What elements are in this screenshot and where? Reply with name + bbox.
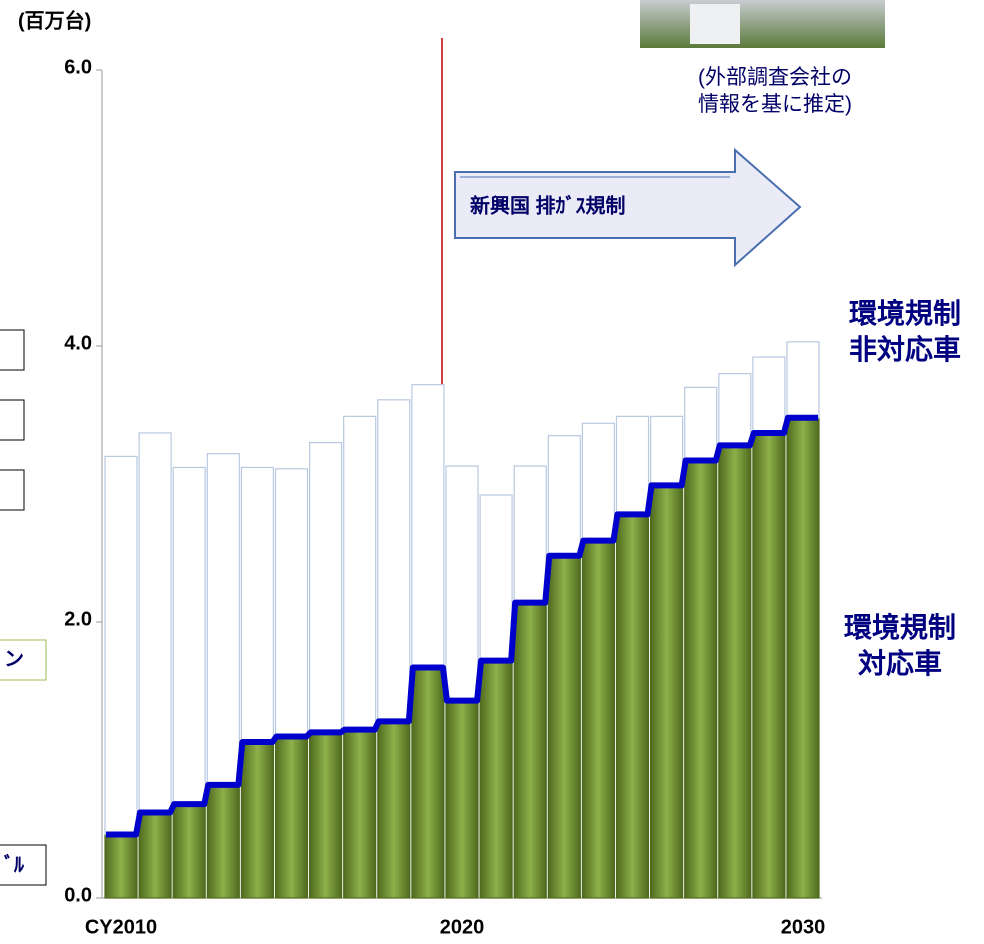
- bar-segment: [547, 555, 581, 899]
- bar-segment: [479, 494, 513, 662]
- bar-segment: [138, 811, 172, 899]
- bar-segment: [411, 384, 445, 669]
- bar-segment: [274, 468, 309, 738]
- bar-segment: [513, 602, 547, 899]
- bar-segment: [581, 539, 616, 899]
- y-tick-label: 2.0: [64, 608, 92, 630]
- bar-segment: [649, 415, 684, 486]
- bar-segment: [411, 666, 445, 899]
- x-tick-label: CY2010: [85, 916, 157, 938]
- bar-segment: [206, 453, 240, 786]
- x-tick-label: 2020: [440, 916, 485, 938]
- bar-segment: [786, 417, 820, 899]
- legend-fragment-box: [0, 469, 25, 511]
- bar-segment: [104, 833, 138, 899]
- bar-segment: [343, 415, 377, 731]
- bar-segment: [138, 432, 172, 814]
- bar-segment: [377, 720, 411, 899]
- bar-segment: [547, 435, 581, 557]
- legend-label: 環境規制 非対応車: [848, 298, 961, 365]
- bar-segment: [445, 700, 479, 899]
- bar-segment: [240, 466, 274, 743]
- bar-segment: [274, 735, 309, 899]
- legend-fragment: ﾞﾙ: [3, 852, 25, 876]
- y-tick-label: 6.0: [64, 56, 92, 78]
- bar-segment: [309, 442, 343, 733]
- bar-segment: [684, 386, 718, 462]
- bar-segment: [718, 373, 752, 446]
- bar-segment: [581, 422, 616, 542]
- truck-photo: [640, 0, 885, 48]
- bar-segment: [786, 341, 820, 419]
- legend-fragment: ン: [4, 648, 24, 670]
- x-tick-label: 2030: [781, 916, 826, 938]
- bar-segment: [479, 660, 513, 899]
- bar-segment: [649, 484, 684, 899]
- arrow: [454, 147, 802, 268]
- bar-segment: [513, 465, 547, 604]
- bar-segment: [172, 803, 206, 899]
- legend-fragment-box: [0, 329, 25, 371]
- y-tick-label: 4.0: [64, 332, 92, 354]
- bar-segment: [752, 356, 786, 434]
- bar-segment: [172, 466, 206, 805]
- legend-fragment-box: [0, 639, 47, 681]
- legend-fragment-box: [0, 399, 25, 441]
- source-note: (外部調査会社の 情報を基に推定): [698, 66, 852, 116]
- bar-segment: [240, 741, 274, 899]
- step-line: [105, 414, 819, 838]
- bar-segment: [445, 465, 479, 702]
- bar-segment: [615, 513, 650, 899]
- bar-segment: [718, 444, 752, 899]
- y-unit-label: (百万台): [18, 8, 91, 32]
- truck-cab: [690, 4, 740, 44]
- bar-segment: [684, 459, 718, 899]
- bar-segment: [377, 399, 411, 722]
- bar-segment: [104, 455, 138, 836]
- legend-fragment-box: [0, 844, 47, 886]
- bar-segment: [752, 432, 786, 899]
- legend-label: 環境規制 対応車: [843, 612, 956, 679]
- bar-segment: [206, 784, 240, 899]
- y-tick-label: 0.0: [64, 884, 92, 906]
- arrow-label: 新興国 排ｶﾞｽ規制: [470, 193, 626, 217]
- bar-segment: [343, 729, 377, 899]
- bar-segment: [615, 415, 650, 515]
- bar-segment: [309, 731, 343, 899]
